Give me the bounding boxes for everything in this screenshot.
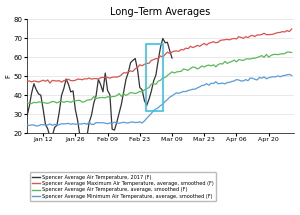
Y-axis label: F: F xyxy=(5,74,11,78)
Bar xyxy=(146,44,163,111)
Title: Long–Term Averages: Long–Term Averages xyxy=(110,7,211,17)
Legend: Spencer Average Air Temperature, 2017 (F), Spencer Average Maximum Air Temperatu: Spencer Average Air Temperature, 2017 (F… xyxy=(29,172,216,201)
